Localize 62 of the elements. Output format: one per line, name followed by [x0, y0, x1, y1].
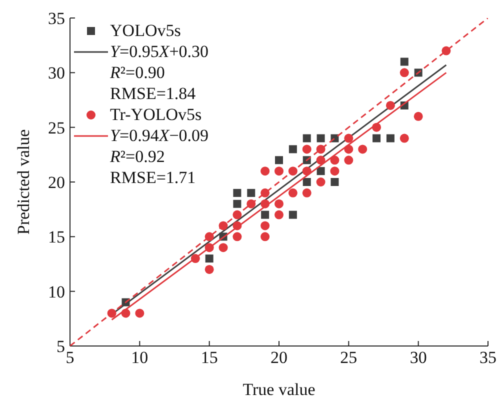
- point: [288, 145, 297, 154]
- point: [400, 68, 409, 78]
- annotation: R²=0.92: [110, 147, 165, 166]
- text: Tr-YOLOv5s: [110, 105, 202, 124]
- point: [204, 264, 214, 274]
- point: [316, 167, 325, 176]
- text: RMSE=1.84: [110, 84, 196, 103]
- point: [233, 200, 242, 208]
- annotation: R²=0.90: [110, 63, 165, 82]
- point: [330, 178, 339, 186]
- point: [386, 134, 394, 142]
- point: [330, 166, 340, 176]
- text: Y=0.94X−0.09: [110, 126, 209, 145]
- y-tick-label: 20: [48, 173, 65, 192]
- point: [233, 188, 242, 197]
- y-tick-label: 30: [48, 64, 65, 83]
- point: [316, 178, 326, 186]
- point: [330, 156, 340, 165]
- point: [316, 134, 325, 142]
- y-axis-title: Predicted value: [14, 129, 34, 235]
- x-axis-title: True value: [242, 380, 316, 399]
- point: [260, 166, 270, 176]
- point: [372, 134, 381, 142]
- point: [302, 144, 312, 154]
- point: [400, 58, 408, 66]
- legend-label: YOLOv5s: [110, 21, 181, 40]
- point: [274, 210, 284, 220]
- point: [247, 188, 256, 197]
- text: RMSE=1.71: [110, 168, 196, 187]
- point: [218, 243, 228, 252]
- x-tick-label: 35: [480, 348, 496, 368]
- x-tick-label: 30: [410, 348, 427, 368]
- point: [302, 134, 311, 142]
- point: [261, 210, 270, 219]
- point: [232, 232, 242, 242]
- point: [288, 188, 298, 198]
- point: [205, 254, 214, 263]
- y-tick-label: 35: [48, 9, 65, 28]
- point: [400, 134, 409, 143]
- x-tick-label: 15: [200, 348, 218, 368]
- point: [288, 210, 297, 219]
- point: [274, 199, 284, 208]
- point: [274, 166, 284, 176]
- point: [316, 156, 326, 165]
- point: [260, 232, 270, 242]
- y-tick-label: 10: [48, 282, 65, 302]
- x-tick-label: 10: [131, 348, 148, 368]
- x-tick-label: 20: [270, 348, 288, 368]
- text: Y=0.95X+0.30: [110, 42, 209, 61]
- point: [358, 144, 368, 154]
- point: [302, 188, 312, 198]
- point: [135, 308, 144, 318]
- point: [414, 112, 423, 121]
- y-tick-label: 15: [48, 228, 65, 247]
- point: [275, 156, 283, 164]
- point: [386, 100, 395, 110]
- point: [344, 134, 354, 143]
- point: [344, 156, 354, 165]
- y-tick-label: 25: [48, 118, 65, 138]
- point: [302, 178, 311, 186]
- x-tick-label: 25: [340, 348, 358, 368]
- point: [260, 221, 270, 230]
